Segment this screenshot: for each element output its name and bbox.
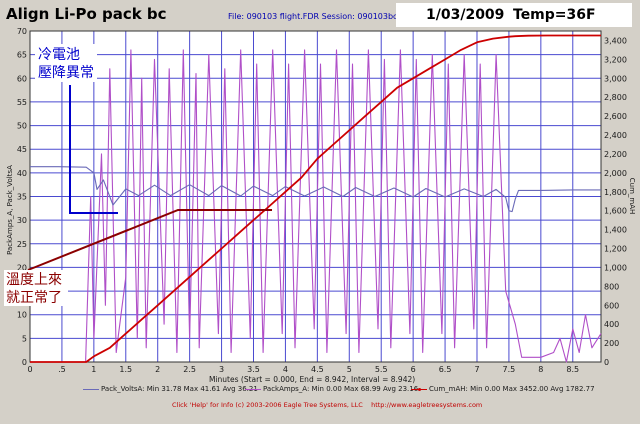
x-tick-label: 7.5 <box>503 365 516 374</box>
y-right-tick-label: 0 <box>604 358 609 367</box>
x-axis-title: Minutes (Start = 0.000, End = 8.942, Int… <box>209 375 416 384</box>
x-tick-label: 0 <box>27 365 32 374</box>
legend-label-mah: Cum_mAH: Min 0.00 Max 3452.00 Avg 1782.7… <box>429 385 595 393</box>
y-right-tick-label: 1,800 <box>604 188 627 197</box>
legend-item-volts: Pack_VoltsA: Min 31.78 Max 41.61 Avg 36.… <box>83 385 258 393</box>
x-tick-label: 1 <box>91 365 96 374</box>
y-left-tick-label: 55 <box>17 98 27 107</box>
right-axis-label: Cum_mAH <box>628 178 636 215</box>
x-tick-label: 5 <box>347 365 352 374</box>
red-annotation-arrow <box>27 209 272 271</box>
y-right-tick-label: 200 <box>604 339 619 348</box>
y-right-tick-label: 2,200 <box>604 150 627 159</box>
footer-link[interactable]: http://www.eagletreesystems.com <box>371 401 483 409</box>
legend-item-amps: PackAmps_A: Min 0.00 Max 68.99 Avg 23.16 <box>245 385 418 393</box>
x-tick-label: 6 <box>411 365 416 374</box>
x-tick-label: 3.5 <box>247 365 260 374</box>
y-right-tick-label: 2,800 <box>604 93 627 102</box>
right-axis-ticks: 0 200 400 600 800 1,000 1,200 1,400 1,600 1,800 2,… <box>604 36 627 367</box>
y-right-tick-label: 3,000 <box>604 74 627 83</box>
x-tick-label: 2.5 <box>183 365 196 374</box>
legend-item-mah: Cum_mAH: Min 0.00 Max 3452.00 Avg 1782.7… <box>411 385 595 393</box>
series-layer <box>30 34 602 363</box>
y-left-tick-label: 10 <box>17 311 27 320</box>
y-right-tick-label: 800 <box>604 282 619 291</box>
x-tick-label: 4 <box>283 365 288 374</box>
y-left-tick-label: 70 <box>17 27 27 36</box>
y-right-tick-label: 2,000 <box>604 169 627 178</box>
blue-note-line2: 壓降異常 <box>38 65 94 81</box>
y-right-tick-label: 1,400 <box>604 226 627 235</box>
x-tick-label: 3 <box>219 365 224 374</box>
y-right-tick-label: 600 <box>604 301 619 310</box>
legend-label-volts: Pack_VoltsA: Min 31.78 Max 41.61 Avg 36.… <box>101 385 258 393</box>
legend-label-amps: PackAmps_A: Min 0.00 Max 68.99 Avg 23.16 <box>263 385 419 393</box>
red-note-bg <box>4 270 68 306</box>
temperature-label: Temp=36F <box>513 7 596 23</box>
file-info: File: 090103 flight.FDR Session: 090103b… <box>228 12 398 21</box>
y-left-tick-label: 60 <box>17 74 27 83</box>
x-tick-label: 6.5 <box>439 365 452 374</box>
y-left-tick-label: 20 <box>17 263 27 272</box>
legend-dot-mah <box>418 387 421 391</box>
y-left-tick-label: 45 <box>17 145 27 154</box>
x-tick-label: 7 <box>474 365 479 374</box>
plot-border <box>29 30 602 363</box>
series-line-amps <box>30 49 602 363</box>
y-left-tick-label: 65 <box>17 51 27 60</box>
x-tick-label: 2 <box>155 365 160 374</box>
blue-note-line1: 冷電池 <box>38 47 80 63</box>
x-tick-label: 4.5 <box>311 365 324 374</box>
footer: Click 'Help' for Info (c) 2003-2006 Eagl… <box>172 401 482 409</box>
red-note-line2: 就正常了 <box>6 290 62 306</box>
y-right-tick-label: 1,000 <box>604 263 627 272</box>
series-line-volts <box>30 166 601 213</box>
footer-text: Click 'Help' for Info (c) 2003-2006 Eagl… <box>172 401 363 409</box>
y-right-tick-label: 1,600 <box>604 207 627 216</box>
x-tick-label: 8.5 <box>566 365 579 374</box>
series-line-mah <box>30 34 601 363</box>
left-axis-ticks: 0510152025303540455055606570 <box>17 27 27 367</box>
y-right-tick-label: 3,400 <box>604 36 627 45</box>
y-right-tick-label: 2,400 <box>604 131 627 140</box>
y-right-tick-label: 400 <box>604 320 619 329</box>
y-left-tick-label: 35 <box>17 193 27 202</box>
y-left-tick-label: 30 <box>17 216 27 225</box>
legend-swatch-volts <box>83 388 99 390</box>
y-right-tick-label: 3,200 <box>604 55 627 64</box>
chart-title: Align Li-Po pack bc <box>6 5 167 23</box>
blue-annotation-arrow <box>69 85 118 214</box>
legend-swatch-amps <box>245 388 261 390</box>
y-left-tick-label: 0 <box>22 358 27 367</box>
date-temp-box <box>396 3 632 27</box>
x-tick-label: 8 <box>538 365 543 374</box>
x-tick-label: 1.5 <box>119 365 132 374</box>
y-right-tick-label: 1,200 <box>604 245 627 254</box>
x-axis-ticks: 0 .5 1 1.5 2 2.5 3 3.5 4 4.5 5 5.5 6 6.5 7 7.5 8 8.5 <box>27 365 579 374</box>
y-left-tick-label: 40 <box>17 169 27 178</box>
left-axis-label: PackAmps_A, Pack_VoltsA <box>6 165 14 255</box>
y-left-tick-label: 25 <box>17 240 27 249</box>
x-tick-label: 5.5 <box>375 365 388 374</box>
x-tick-label: .5 <box>58 365 66 374</box>
red-note-line1: 溫度上來 <box>6 272 62 288</box>
flight-date: 1/03/2009 <box>426 7 505 23</box>
y-left-tick-label: 50 <box>17 122 27 131</box>
blue-note-bg <box>35 44 97 82</box>
y-left-tick-label: 5 <box>22 334 27 343</box>
y-right-tick-label: 2,600 <box>604 112 627 121</box>
